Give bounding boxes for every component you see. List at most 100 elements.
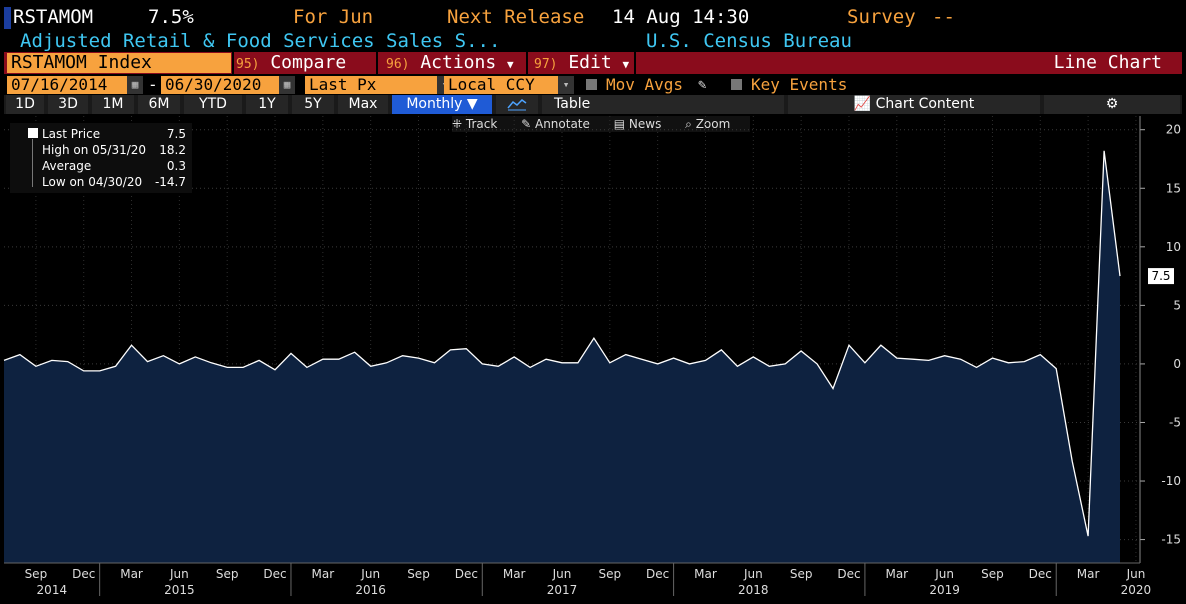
edit-label: Edit bbox=[568, 52, 612, 73]
actions-button[interactable]: 96) Actions ▼ bbox=[386, 52, 528, 74]
range-6m-button[interactable]: 6M bbox=[138, 95, 180, 114]
y-tick-label: 15 bbox=[1166, 181, 1181, 195]
calendar-icon[interactable]: ▦ bbox=[127, 76, 143, 94]
frequency-label: Monthly bbox=[406, 96, 463, 112]
settings-bar: 07/16/2014 ▦ - 06/30/2020 ▦ Last Px ▾ Lo… bbox=[4, 75, 1182, 95]
range-1y-button[interactable]: 1Y bbox=[246, 95, 288, 114]
legend-average-label: Average bbox=[42, 159, 92, 173]
y-tick-label: -10 bbox=[1161, 474, 1181, 488]
y-tick-label: -5 bbox=[1169, 415, 1181, 429]
price-field-select[interactable]: Last Px bbox=[305, 76, 437, 94]
x-tick-label: Sep bbox=[790, 567, 813, 581]
chart-content-label: Chart Content bbox=[875, 96, 975, 112]
news-tool[interactable]: ▤ News bbox=[613, 117, 662, 131]
start-date-field[interactable]: 07/16/2014 bbox=[7, 76, 127, 94]
legend-average-value: 0.3 bbox=[166, 159, 186, 173]
y-tick-label: 20 bbox=[1166, 123, 1181, 137]
table-label: Table bbox=[554, 96, 591, 112]
command-bar: RSTAMOM Index 95) Compare 96) Actions ▼ … bbox=[4, 52, 1182, 74]
x-tick-label: Sep bbox=[216, 567, 239, 581]
legend-high-label: High on 05/31/20 bbox=[42, 143, 147, 157]
key-events-checkbox[interactable] bbox=[731, 79, 742, 90]
range-1m-button[interactable]: 1M bbox=[92, 95, 134, 114]
frequency-select[interactable]: Monthly ▼ bbox=[392, 95, 492, 114]
compare-num: 95) bbox=[236, 57, 260, 72]
last-value-tag-label: 7.5 bbox=[1151, 269, 1170, 283]
y-tick-label: 5 bbox=[1173, 298, 1181, 312]
compare-label: Compare bbox=[270, 52, 347, 73]
x-tick-label: Mar bbox=[503, 567, 526, 581]
x-tick-label: Jun bbox=[743, 567, 763, 581]
x-tick-label: Sep bbox=[981, 567, 1004, 581]
range-ytd-button[interactable]: YTD bbox=[184, 95, 242, 114]
range-1d-button[interactable]: 1D bbox=[6, 95, 44, 114]
news-label: News bbox=[628, 117, 662, 131]
line-chart-toggle-icon[interactable] bbox=[496, 95, 538, 114]
divider bbox=[526, 52, 528, 74]
range-bar: 1D 3D 1M 6M YTD 1Y 5Y Max Monthly ▼ Tabl… bbox=[4, 95, 1182, 114]
chevron-down-icon[interactable]: ▾ bbox=[558, 76, 574, 94]
range-max-button[interactable]: Max bbox=[338, 95, 388, 114]
actions-label: Actions bbox=[420, 52, 497, 73]
divider bbox=[232, 52, 234, 74]
x-axis: Sep Dec Mar Jun Sep Dec Mar Jun Sep Dec Mar Jun Sep D… bbox=[4, 562, 1151, 597]
x-tick-label: Mar bbox=[1077, 567, 1100, 581]
x-tick-label: Jun bbox=[934, 567, 954, 581]
chart-content-button[interactable]: 📈 Chart Content bbox=[788, 95, 1040, 114]
chart-tools: ⁜ Track ✎ Annotate ▤ News ⌕ Zoom bbox=[452, 116, 751, 132]
end-date-field[interactable]: 06/30/2020 bbox=[161, 76, 279, 94]
track-tool[interactable]: ⁜ Track bbox=[452, 117, 498, 131]
legend-last-price-label: Last Price bbox=[42, 127, 101, 141]
pencil-icon[interactable]: ✎ bbox=[698, 77, 707, 93]
x-tick-label: Mar bbox=[694, 567, 717, 581]
y-tick-label: 10 bbox=[1166, 240, 1181, 254]
chart-content-icon: 📈 bbox=[853, 96, 872, 112]
chevron-down-icon: ▼ bbox=[622, 58, 630, 71]
legend-high-value: 18.2 bbox=[159, 143, 186, 157]
line-chart[interactable]: -15 -10 -5 0 5 10 15 20 7.5 Sep Dec Mar Jun Sep Dec Ma… bbox=[0, 114, 1186, 604]
actions-num: 96) bbox=[386, 57, 410, 72]
chevron-down-icon: ▼ bbox=[466, 96, 478, 112]
series-line[interactable] bbox=[3, 150, 1121, 537]
x-tick-label: Jun bbox=[1126, 567, 1146, 581]
legend-low-value: -14.7 bbox=[154, 175, 186, 189]
index-name-field[interactable]: RSTAMOM Index bbox=[7, 53, 231, 73]
zoom-tool[interactable]: ⌕ Zoom bbox=[685, 117, 731, 131]
series-area bbox=[4, 150, 1120, 564]
chart-type-label[interactable]: Line Chart bbox=[1053, 52, 1162, 73]
x-tick-label: Jun bbox=[360, 567, 380, 581]
x-tick-label: Dec bbox=[72, 567, 95, 581]
last-value: 7.5% bbox=[148, 6, 194, 28]
x-tick-label: Jun bbox=[552, 567, 572, 581]
mov-avgs-label[interactable]: Mov Avgs bbox=[606, 75, 684, 94]
x-tick-label: Mar bbox=[885, 567, 908, 581]
series-description: Adjusted Retail & Food Services Sales S.… bbox=[20, 30, 501, 52]
x-tick-label: Mar bbox=[120, 567, 143, 581]
currency-select[interactable]: Local CCY bbox=[444, 76, 558, 94]
legend-connector bbox=[32, 139, 33, 187]
settings-gear-icon[interactable]: ⚙ bbox=[1044, 95, 1180, 114]
ticker[interactable]: RSTAMOM bbox=[13, 6, 94, 28]
x-tick-label: Sep bbox=[599, 567, 622, 581]
edit-num: 97) bbox=[534, 57, 558, 72]
calendar-icon[interactable]: ▦ bbox=[279, 76, 295, 94]
table-button[interactable]: Table bbox=[542, 95, 784, 114]
zoom-label: Zoom bbox=[695, 117, 731, 131]
x-year-label: 2016 bbox=[355, 583, 386, 597]
y-tick-label: -15 bbox=[1161, 533, 1181, 547]
x-tick-label: Dec bbox=[263, 567, 286, 581]
x-tick-label: Dec bbox=[455, 567, 478, 581]
compare-button[interactable]: 95) Compare bbox=[236, 52, 378, 74]
mov-avgs-checkbox[interactable] bbox=[586, 79, 597, 90]
last-price-swatch bbox=[28, 128, 38, 138]
ticker-marker bbox=[4, 6, 11, 29]
x-year-label: 2015 bbox=[164, 583, 195, 597]
edit-button[interactable]: 97) Edit ▼ bbox=[534, 52, 634, 74]
key-events-label[interactable]: Key Events bbox=[751, 75, 848, 94]
range-5y-button[interactable]: 5Y bbox=[292, 95, 334, 114]
legend-last-price-value: 7.5 bbox=[166, 127, 186, 141]
range-3d-button[interactable]: 3D bbox=[48, 95, 88, 114]
x-tick-label: Sep bbox=[407, 567, 430, 581]
x-tick-label: Sep bbox=[25, 567, 48, 581]
next-release-label: Next Release bbox=[447, 6, 585, 28]
